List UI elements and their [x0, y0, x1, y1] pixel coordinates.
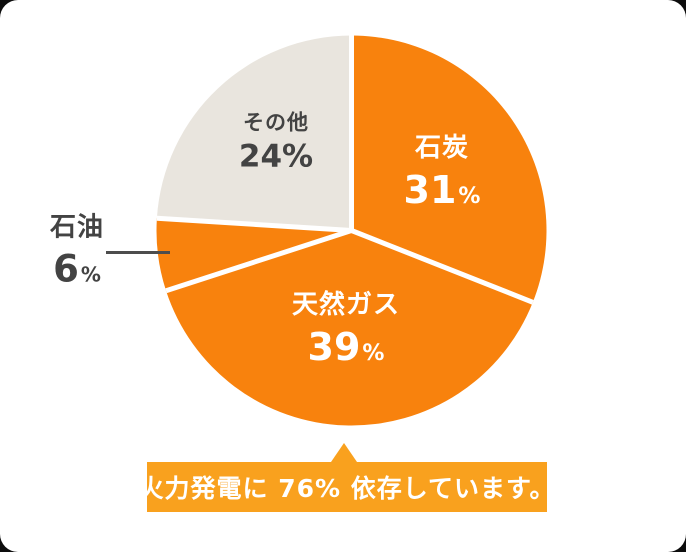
label-other: その他 24% [239, 109, 313, 172]
coal-name: 石炭 [414, 132, 469, 163]
coal-percent-number: 31 [403, 167, 457, 212]
label-coal: 石炭 31% [404, 132, 481, 209]
pie-slice-coal [351, 35, 547, 303]
label-gas: 天然ガス 39% [292, 289, 400, 366]
other-percent-sign: % [282, 138, 314, 175]
oil-name: 石油 [49, 212, 105, 243]
slice-divider [350, 228, 534, 305]
oil-percent-number: 6 [53, 246, 79, 290]
label-oil: 石油 6% [50, 211, 104, 287]
slice-divider [165, 228, 353, 294]
gas-percent-sign: % [362, 340, 385, 366]
callout-text: 火力発電に 76% 依存しています。 [138, 474, 556, 503]
slice-divider [156, 215, 352, 233]
callout-box: 火力発電に 76% 依存しています。 [139, 462, 555, 512]
gas-value: 39% [292, 327, 400, 365]
coal-value: 31% [404, 170, 481, 208]
pie-slice-oil [156, 218, 352, 291]
pie-slice-other [156, 35, 352, 231]
oil-value: 6% [50, 250, 104, 287]
gas-percent-number: 39 [307, 324, 361, 369]
oil-percent-sign: % [80, 261, 101, 286]
callout-pointer-icon [331, 443, 357, 462]
other-value: 24% [238, 138, 314, 175]
other-name: その他 [242, 110, 309, 135]
other-percent-number: 24 [238, 138, 283, 175]
pie-slice-gas [166, 230, 533, 426]
coal-percent-sign: % [458, 183, 481, 209]
oil-leader-line [106, 251, 170, 254]
gas-name: 天然ガス [291, 289, 401, 320]
